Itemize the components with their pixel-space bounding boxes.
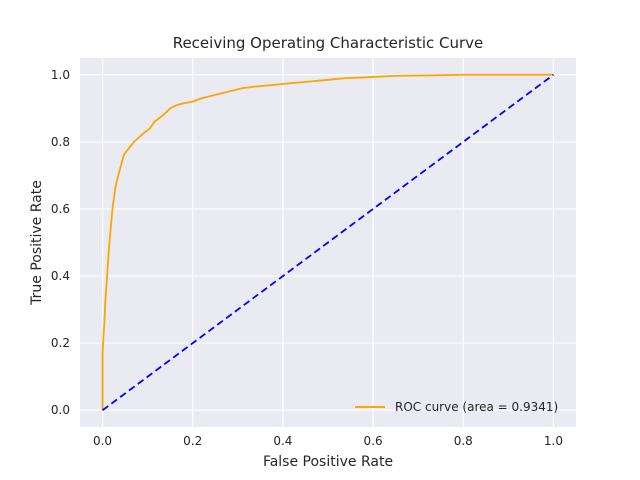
y-tick-label: 0.0 <box>51 403 70 417</box>
x-tick-label: 0.8 <box>454 434 473 448</box>
series-layer <box>101 73 554 411</box>
y-tick-label: 0.4 <box>51 269 70 283</box>
y-tick-label: 0.6 <box>51 202 70 216</box>
chart-title: Receiving Operating Characteristic Curve <box>173 34 484 52</box>
roc-curve-line <box>101 73 554 411</box>
x-tick-label: 0.0 <box>93 434 112 448</box>
y-axis-ticks: 0.0 0.2 0.4 0.6 0.8 1.0 <box>51 68 70 417</box>
y-tick-label: 0.8 <box>51 135 70 149</box>
chance-diagonal-line <box>102 74 554 411</box>
x-tick-label: 0.4 <box>273 434 292 448</box>
x-axis-label: False Positive Rate <box>263 454 393 470</box>
y-axis-label: True Positive Rate <box>29 180 45 306</box>
x-axis-ticks: 0.0 0.2 0.4 0.6 0.8 1.0 <box>93 434 563 448</box>
y-tick-label: 1.0 <box>51 68 70 82</box>
x-tick-label: 0.6 <box>364 434 383 448</box>
legend: ROC curve (area = 0.9341) <box>355 400 558 414</box>
grid-lines <box>80 58 576 427</box>
x-tick-label: 0.2 <box>183 434 202 448</box>
legend-label-roc-curve: ROC curve (area = 0.9341) <box>395 400 558 414</box>
y-tick-label: 0.2 <box>51 336 70 350</box>
x-tick-label: 1.0 <box>544 434 563 448</box>
